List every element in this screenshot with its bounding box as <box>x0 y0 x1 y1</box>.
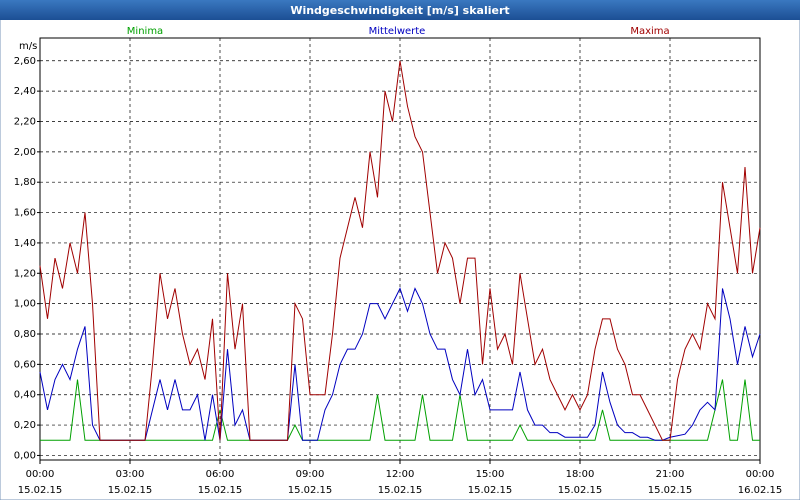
x-tick-label: 09:00 <box>296 469 325 480</box>
legend-label: Minima <box>127 26 163 37</box>
x-tick-label: 15:00 <box>476 469 505 480</box>
legend-label: Maxima <box>630 26 669 37</box>
x-tick-date: 15.02.15 <box>198 485 243 496</box>
series-line <box>39 60 761 441</box>
x-tick-label: 03:00 <box>116 469 145 480</box>
x-tick-date: 15.02.15 <box>288 485 333 496</box>
x-tick-label: 12:00 <box>386 469 415 480</box>
x-tick-label: 21:00 <box>656 469 685 480</box>
y-tick-label: 1,40 <box>14 238 36 249</box>
y-tick-label: 0,80 <box>14 329 36 340</box>
x-tick-date: 15.02.15 <box>378 485 423 496</box>
title-bar <box>0 0 800 20</box>
legend-label: Mittelwerte <box>369 26 426 37</box>
series-line <box>40 379 760 441</box>
x-tick-date: 15.02.15 <box>558 485 603 496</box>
y-tick-label: 0,40 <box>14 390 36 401</box>
y-tick-label: 0,60 <box>14 359 36 370</box>
y-tick-label: 1,60 <box>14 208 36 219</box>
y-tick-label: 0,00 <box>14 450 36 461</box>
y-axis-label: m/s <box>19 41 37 52</box>
y-tick-label: 2,40 <box>14 86 36 97</box>
x-tick-date: 16.02.15 <box>738 485 783 496</box>
y-tick-label: 2,20 <box>14 116 36 127</box>
x-tick-date: 15.02.15 <box>648 485 693 496</box>
x-tick-date: 15.02.15 <box>18 485 63 496</box>
y-tick-label: 1,20 <box>14 268 36 279</box>
x-tick-label: 06:00 <box>206 469 235 480</box>
y-tick-label: 0,20 <box>14 420 36 431</box>
x-tick-label: 00:00 <box>26 469 55 480</box>
x-tick-date: 15.02.15 <box>108 485 153 496</box>
x-tick-label: 18:00 <box>566 469 595 480</box>
chart-title: Windgeschwindigkeit [m/s] skaliert <box>290 4 509 17</box>
y-tick-label: 1,80 <box>14 177 36 188</box>
y-tick-label: 2,00 <box>14 147 36 158</box>
y-tick-label: 1,00 <box>14 299 36 310</box>
x-tick-label: 00:00 <box>746 469 775 480</box>
x-tick-date: 15.02.15 <box>468 485 513 496</box>
series-line <box>39 287 761 441</box>
y-tick-label: 2,60 <box>14 56 36 67</box>
